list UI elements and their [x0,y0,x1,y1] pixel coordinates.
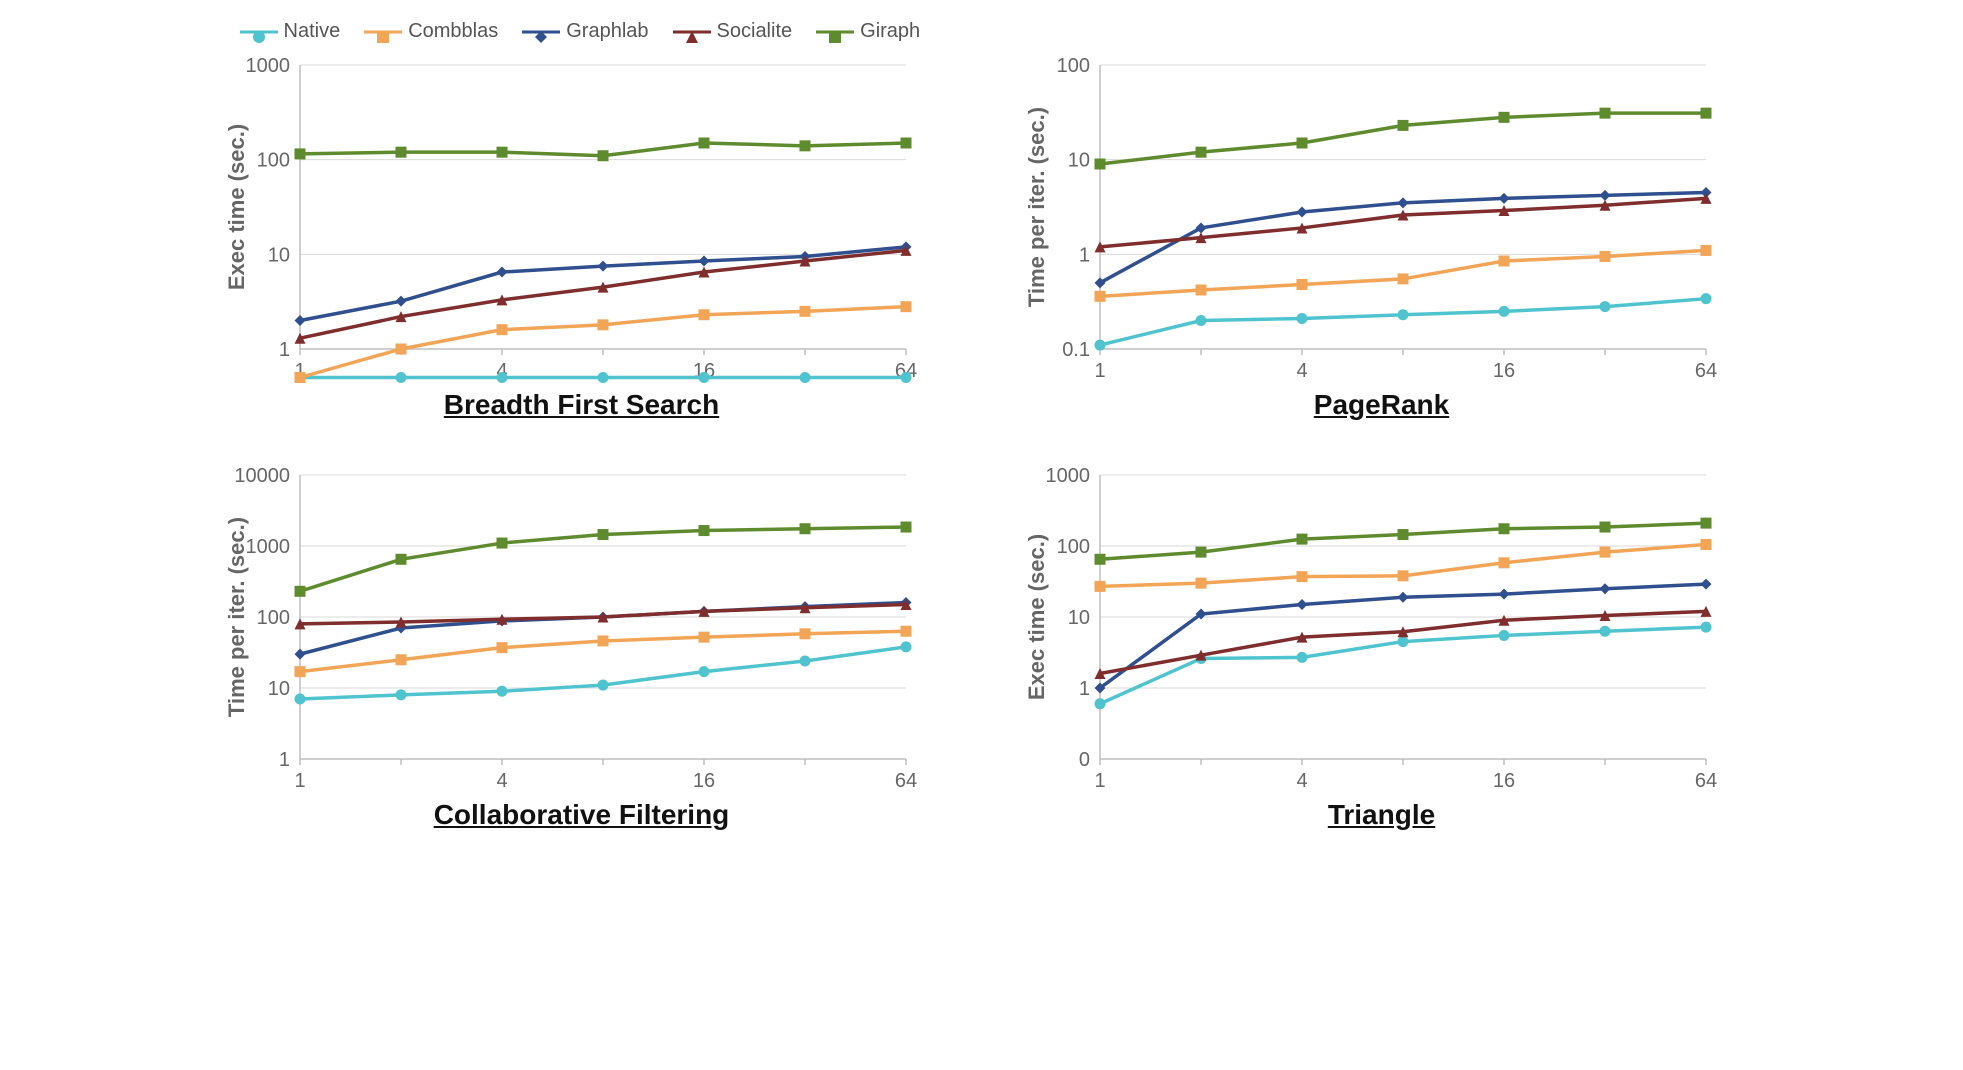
chart-panel-bfs: 1101001000141664Exec time (sec.)Breadth … [222,51,942,421]
y-tick-label: 1000 [245,55,290,77]
series-line [1100,299,1706,345]
x-tick-label: 4 [496,770,507,792]
x-tick-label: 1 [1094,360,1105,382]
triangle-icon [686,26,698,38]
square-icon [377,26,389,38]
legend-swatch [673,24,711,40]
y-axis-label: Exec time (sec.) [1024,534,1049,700]
y-tick-label: 10000 [234,465,290,487]
circle-icon [253,26,265,38]
legend-item: Socialite [673,20,793,43]
y-tick-label: 0 [1078,749,1089,771]
legend-item: Graphlab [522,20,648,43]
y-tick-label: 10 [267,678,289,700]
y-tick-label: 0.1 [1062,339,1090,361]
x-tick-label: 64 [1694,360,1716,382]
x-tick-label: 16 [692,770,714,792]
y-tick-label: 1 [278,749,289,771]
legend-label: Native [284,20,341,43]
y-tick-label: 1 [278,339,289,361]
y-axis-label: Exec time (sec.) [224,124,249,290]
y-tick-label: 1000 [245,536,290,558]
legend-label: Socialite [717,20,793,43]
x-tick-label: 16 [1492,360,1514,382]
series-line [300,647,906,699]
legend-item: Combblas [364,20,498,43]
legend-label: Giraph [860,20,920,43]
legend-swatch [816,24,854,40]
y-tick-label: 1000 [1045,465,1090,487]
y-tick-label: 100 [256,607,289,629]
x-tick-label: 1 [294,770,305,792]
diamond-icon [535,26,547,38]
legend-label: Combblas [408,20,498,43]
legend-item: Giraph [816,20,920,43]
legend-item: Native [240,20,341,43]
y-tick-label: 1 [1078,678,1089,700]
square-icon [829,26,841,38]
x-tick-label: 64 [894,770,916,792]
y-tick-label: 100 [1056,55,1089,77]
y-tick-label: 100 [256,150,289,172]
x-tick-label: 4 [1296,770,1307,792]
chart-title: PageRank [1022,389,1742,421]
x-tick-label: 1 [1094,770,1105,792]
chart-panel-pagerank: 0.1110100141664Time per iter. (sec.)Page… [1022,51,1742,421]
chart-panel-collab: 1 10 100 1000 10000 1 4 16 64 Time per iter. (sec… [222,461,942,831]
series-line [1100,523,1706,559]
series-line [1100,250,1706,296]
x-tick-label: 64 [1694,770,1716,792]
chart-title: Triangle [1022,799,1742,831]
x-tick-label: 4 [1296,360,1307,382]
legend-label: Graphlab [566,20,648,43]
chart-svg: 1 10 100 1000 10000 1 4 16 64 Time per iter. (sec… [222,461,922,801]
y-tick-label: 1 [1078,244,1089,266]
x-tick-label: 16 [1492,770,1514,792]
y-axis-label: Time per iter. (sec.) [224,517,249,717]
chart-grid: 1101001000141664Exec time (sec.)Breadth … [222,51,1742,831]
chart-title: Breadth First Search [222,389,942,421]
y-tick-label: 10 [1067,607,1089,629]
chart-svg: 0.1110100141664Time per iter. (sec.) [1022,51,1722,391]
chart-title: Collaborative Filtering [222,799,942,831]
chart-panel-triangle: 01101001000141664Exec time (sec.)Triangl… [1022,461,1742,831]
legend-swatch [522,24,560,40]
legend-swatch [240,24,278,40]
y-tick-label: 100 [1056,536,1089,558]
y-tick-label: 10 [1067,150,1089,172]
y-axis-label: Time per iter. (sec.) [1024,107,1049,307]
figure-wrap: NativeCombblasGraphlabSocialiteGiraph 11… [222,20,1742,831]
chart-svg: 01101001000141664Exec time (sec.) [1022,461,1722,801]
legend-swatch [364,24,402,40]
chart-svg: 1101001000141664Exec time (sec.) [222,51,922,391]
y-tick-label: 10 [267,244,289,266]
legend: Native Combblas Graphlab Socialite Giraph [240,20,1742,43]
